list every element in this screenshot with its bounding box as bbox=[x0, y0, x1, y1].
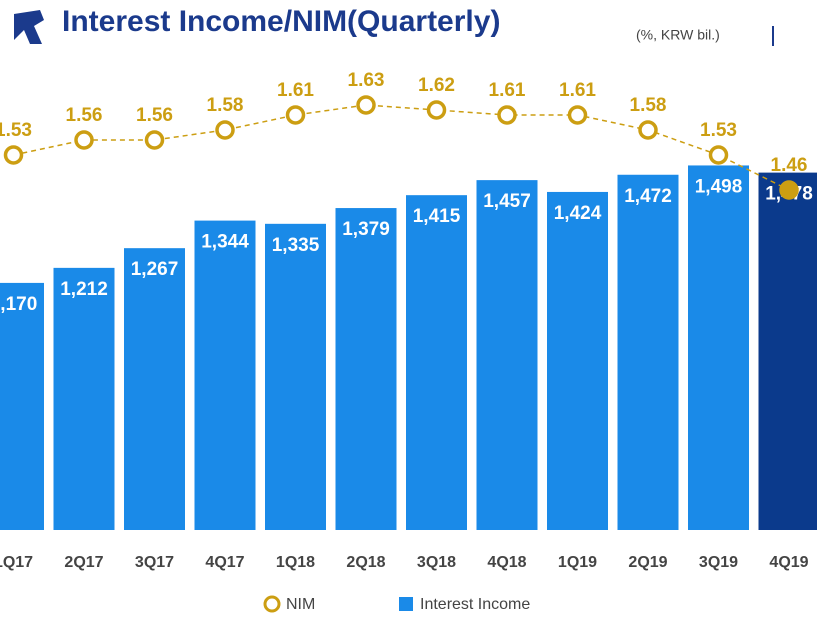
x-tick-label: 2Q19 bbox=[628, 554, 667, 571]
line-point bbox=[567, 105, 588, 125]
line-value-label: 1.46 bbox=[771, 155, 808, 176]
bar bbox=[265, 223, 326, 530]
line-point bbox=[779, 180, 799, 200]
legend-swatch bbox=[399, 597, 413, 611]
bar-value-label: 1,335 bbox=[272, 235, 320, 256]
bar-value-label: 1,415 bbox=[413, 206, 461, 227]
bar bbox=[124, 248, 185, 530]
bar-value-label: 1,344 bbox=[201, 232, 249, 253]
bar bbox=[335, 208, 397, 531]
bar bbox=[758, 172, 817, 531]
bar-value-label: 1,424 bbox=[554, 203, 602, 224]
x-tick-label: 1Q19 bbox=[558, 554, 597, 571]
bar bbox=[688, 165, 749, 530]
line-value-label: 1.53 bbox=[700, 120, 737, 141]
line-value-label: 1.56 bbox=[66, 105, 103, 126]
x-tick-label: 3Q17 bbox=[135, 554, 174, 571]
line-value-label: 1.61 bbox=[277, 80, 314, 101]
line-point bbox=[3, 145, 24, 165]
line-point bbox=[638, 120, 658, 140]
bar-value-label: 1,379 bbox=[342, 219, 390, 240]
legend-label: NIM bbox=[286, 596, 315, 613]
x-tick-label: 3Q18 bbox=[417, 554, 456, 571]
x-tick-label: 1Q17 bbox=[0, 554, 33, 571]
chart-title: Interest Income/NIM(Quarterly) bbox=[62, 5, 500, 38]
line-point bbox=[144, 130, 165, 150]
bar bbox=[53, 267, 115, 530]
bar bbox=[0, 282, 44, 530]
legend-swatch bbox=[263, 595, 281, 613]
bar bbox=[406, 195, 467, 530]
chart-subtitle: (%, KRW bil.) bbox=[636, 27, 720, 43]
x-tick-label: 4Q17 bbox=[205, 554, 244, 571]
bar bbox=[547, 191, 608, 530]
line-point bbox=[74, 130, 94, 150]
line-point bbox=[426, 100, 447, 120]
title-icon bbox=[14, 10, 44, 44]
line-value-label: 1.53 bbox=[0, 120, 32, 141]
x-tick-label: 3Q19 bbox=[699, 554, 738, 571]
line-point bbox=[708, 145, 729, 165]
x-tick-label: 2Q17 bbox=[64, 554, 103, 571]
line-point bbox=[356, 95, 376, 115]
bar bbox=[617, 174, 679, 530]
line-value-label: 1.62 bbox=[418, 75, 455, 96]
x-tick-label: 4Q18 bbox=[487, 554, 526, 571]
legend-label: Interest Income bbox=[420, 596, 530, 613]
x-tick-label: 2Q18 bbox=[346, 554, 385, 571]
bar bbox=[476, 180, 538, 531]
line-point bbox=[215, 120, 235, 140]
line-value-label: 1.61 bbox=[489, 80, 526, 101]
line-value-label: 1.63 bbox=[348, 70, 385, 91]
bar-value-label: 1,457 bbox=[483, 191, 531, 212]
line-point bbox=[497, 105, 517, 125]
line-point bbox=[285, 105, 306, 125]
line-value-label: 1.61 bbox=[559, 80, 596, 101]
line-value-label: 1.58 bbox=[207, 95, 244, 116]
line bbox=[13, 104, 790, 191]
bar-value-label: 1,212 bbox=[60, 279, 108, 300]
line-value-label: 1.58 bbox=[630, 95, 667, 116]
x-tick-label: 4Q19 bbox=[769, 554, 808, 571]
x-tick-label: 1Q18 bbox=[276, 554, 315, 571]
bar-value-label: 1,498 bbox=[695, 176, 743, 197]
bar-value-label: 1,267 bbox=[131, 259, 179, 280]
bar-value-label: 1,170 bbox=[0, 294, 37, 315]
bar-value-label: 1,472 bbox=[624, 186, 672, 207]
bar bbox=[194, 220, 256, 530]
line-value-label: 1.56 bbox=[136, 105, 173, 126]
